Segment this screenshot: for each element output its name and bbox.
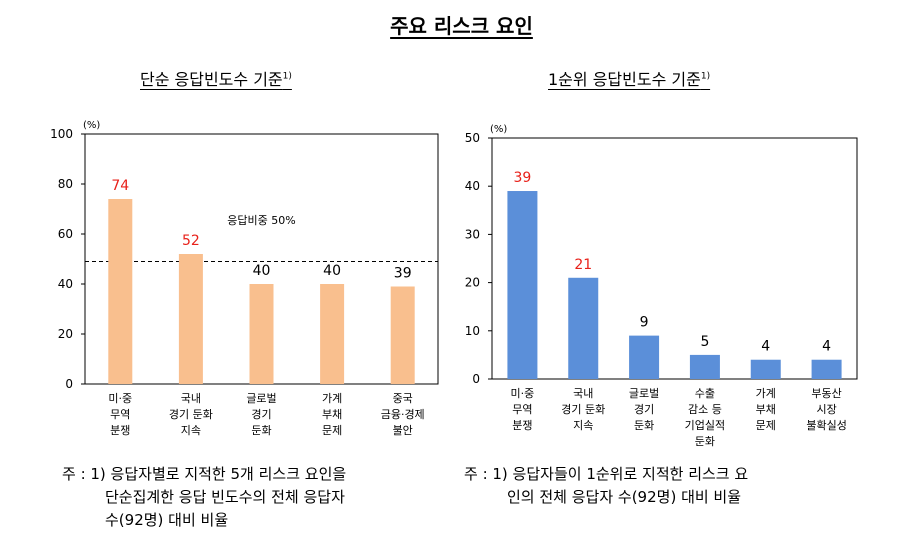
chart-1-category-label: 지속 <box>181 424 201 437</box>
chart-1-category-label: 글로벌 <box>246 392 276 405</box>
chart-2-category-label: 부동산 <box>811 387 841 400</box>
chart-1-data-label: 40 <box>323 263 341 279</box>
chart-1-category-label: 중국 <box>393 392 413 405</box>
chart-2-bar <box>507 191 538 379</box>
chart-2-note-line-1: 주 : 1) 응답자들이 1순위로 지적한 리스크 요 <box>464 465 749 483</box>
chart-1-y-tick-label: 20 <box>58 327 73 341</box>
chart-1-data-label: 52 <box>182 233 200 249</box>
chart-2-plot-frame <box>491 137 858 380</box>
chart-1-data-label: 39 <box>394 266 412 282</box>
chart-1-category-label: 둔화 <box>251 424 271 437</box>
chart-2-data-label: 4 <box>822 339 831 355</box>
page-title: 주요 리스크 요인 <box>390 14 533 38</box>
chart-1-note-line-2: 단순집계한 응답 빈도수의 전체 응답자 <box>105 488 345 506</box>
chart-2-y-tick-label: 40 <box>465 179 480 193</box>
chart-1-y-tick-label: 60 <box>58 227 73 241</box>
chart-2-category-label: 시장 <box>816 403 836 416</box>
chart-1-y-tick-label: 100 <box>50 127 73 141</box>
chart-2-category-label: 글로벌 <box>629 387 659 400</box>
chart-1-bar <box>249 284 274 384</box>
chart-2-data-label: 9 <box>640 315 649 331</box>
chart-2-category-label: 무역 <box>512 403 532 416</box>
chart-2-note-line-2: 인의 전체 응답자 수(92명) 대비 비율 <box>507 488 742 506</box>
chart-2-category-label: 지속 <box>573 419 593 432</box>
chart-2-category-label: 감소 등 <box>688 403 722 416</box>
chart-2-bar <box>811 359 842 379</box>
chart-2-y-unit-label: (%) <box>490 124 507 135</box>
chart-2-category-label: 경기 <box>634 403 654 416</box>
chart-2-data-label: 4 <box>761 339 770 355</box>
chart-1-y-unit-label: (%) <box>83 120 100 131</box>
chart-2-category-label: 불확실성 <box>806 419 846 432</box>
chart-1-category-label: 무역 <box>110 408 130 421</box>
chart-2-bar <box>750 359 781 379</box>
chart-2-category-label: 수출 <box>695 387 715 400</box>
chart-2-bar <box>568 277 599 379</box>
chart-2-y-tick-label: 0 <box>472 372 480 386</box>
chart-1-category-label: 분쟁 <box>110 424 130 437</box>
chart-2-category-label: 둔화 <box>695 435 715 448</box>
chart-1-category-label: 부채 <box>322 408 342 421</box>
chart-1-category-label: 불안 <box>393 424 413 437</box>
chart-2-bar <box>629 335 660 379</box>
chart-1-y-tick-label: 80 <box>58 177 73 191</box>
chart-2-data-label: 5 <box>700 334 709 350</box>
chart-1-data-label: 74 <box>111 178 129 194</box>
chart-2-category-label: 경기 둔화 <box>561 403 605 416</box>
chart-1-note: 주 : 1) 응답자별로 지적한 5개 리스크 요인을 단순집계한 응답 빈도수… <box>62 463 346 532</box>
chart-1-y-tick-label: 0 <box>65 377 73 391</box>
chart-1-data-label: 40 <box>253 263 271 279</box>
chart-1-bar <box>178 254 203 384</box>
chart-2-y-tick-label: 20 <box>465 276 480 290</box>
chart-1-category-label: 문제 <box>322 424 342 437</box>
chart-1-category-label: 경기 둔화 <box>169 408 213 421</box>
chart-1-category-label: 국내 <box>181 392 201 405</box>
chart-1-note-line-1: 주 : 1) 응답자별로 지적한 5개 리스크 요인을 <box>62 465 347 483</box>
chart-2-data-label: 21 <box>574 257 592 273</box>
chart-1-subtitle: 단순 응답빈도수 기준1) <box>140 70 292 89</box>
chart-1-reference-line-label: 응답비중 50% <box>227 214 295 227</box>
chart-2-category-label: 국내 <box>573 387 593 400</box>
chart-1-category-label: 금융·경제 <box>381 408 425 421</box>
chart-2-category-label: 문제 <box>756 419 776 432</box>
chart-2-bar <box>689 354 720 379</box>
chart-1-y-tick-label: 40 <box>58 277 73 291</box>
chart-2-category-label: 부채 <box>756 403 776 416</box>
chart-2-category-label: 분쟁 <box>512 419 532 432</box>
chart-2-y-tick-label: 50 <box>465 131 480 145</box>
chart-2-category-label: 둔화 <box>634 419 654 432</box>
chart-1-category-label: 가계 <box>322 392 342 405</box>
chart-1-bar <box>320 284 345 384</box>
chart-1-note-line-3: 수(92명) 대비 비율 <box>105 511 229 529</box>
chart-1-category-label: 미·중 <box>108 392 132 405</box>
chart-1-bar <box>390 286 415 384</box>
chart-2-category-label: 미·중 <box>511 387 535 400</box>
chart-1-bar <box>108 199 133 384</box>
chart-2-y-tick-label: 30 <box>465 227 480 241</box>
chart-2-subtitle: 1순위 응답빈도수 기준1) <box>548 70 711 89</box>
chart-2-category-label: 가계 <box>756 387 776 400</box>
chart-2-note: 주 : 1) 응답자들이 1순위로 지적한 리스크 요 인의 전체 응답자 수(… <box>464 463 748 509</box>
chart-2-y-tick-label: 10 <box>465 324 480 338</box>
chart-1-category-label: 경기 <box>251 408 271 421</box>
chart-2-data-label: 39 <box>514 170 532 186</box>
chart-2-category-label: 기업실적 <box>685 419 725 432</box>
